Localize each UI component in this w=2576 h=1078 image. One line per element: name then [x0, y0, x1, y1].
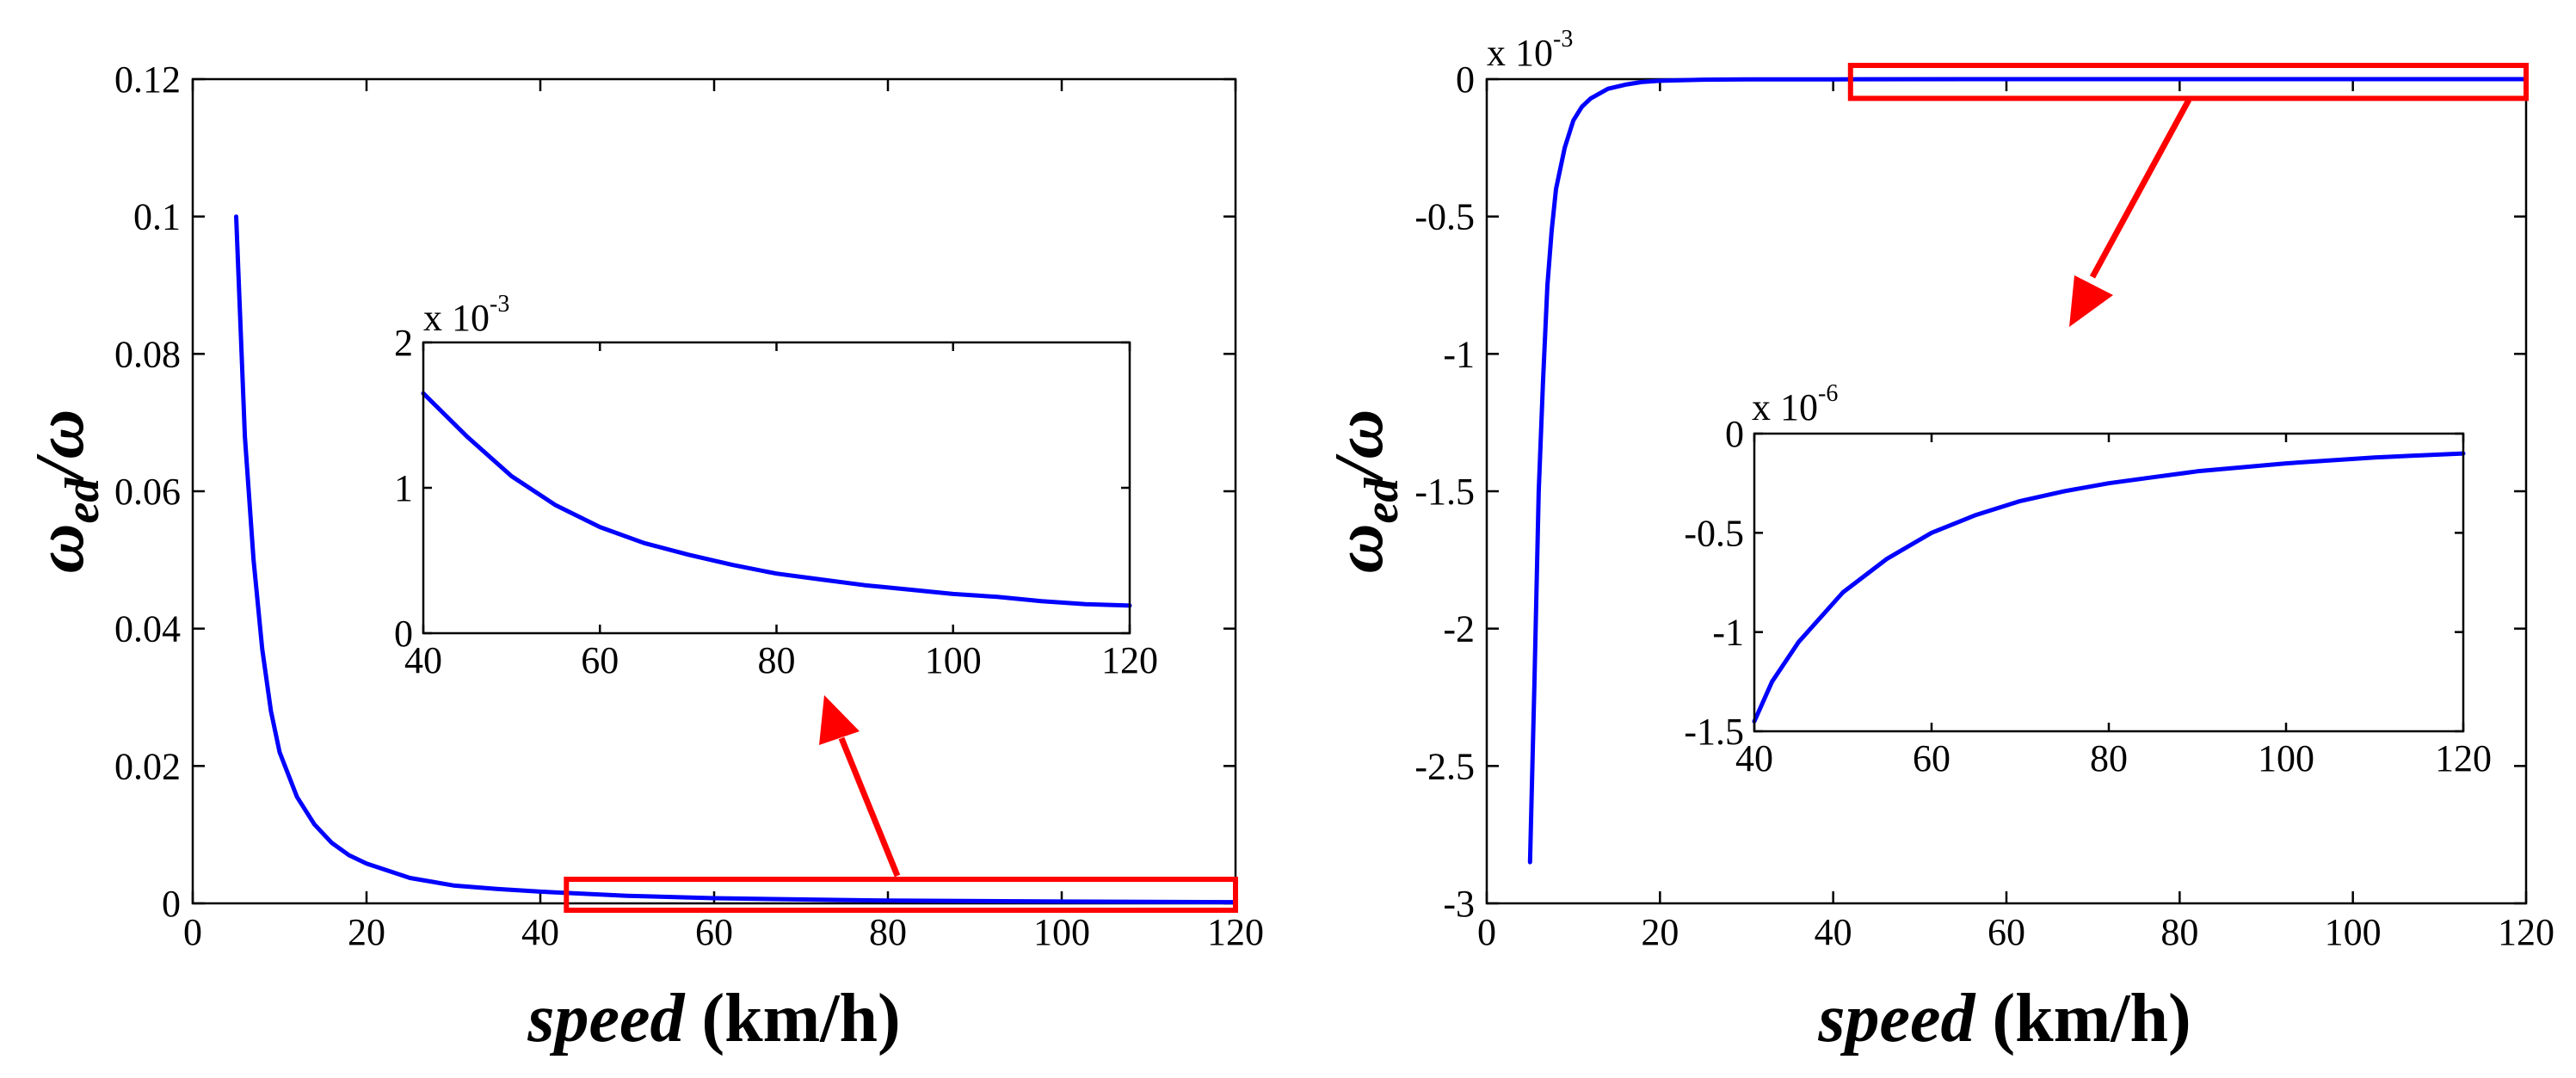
right-inset-exponent: x 10-6 — [1752, 380, 1838, 428]
left-y-tick-label: 0.12 — [114, 59, 181, 101]
right-inset-y-tick-label: 0 — [1725, 413, 1744, 455]
left-x-tick-label: 100 — [1033, 911, 1090, 953]
right-y-tick-label: -2.5 — [1414, 745, 1475, 787]
left-pointer-arrow — [819, 695, 901, 878]
left-inset-x-tick-label: 80 — [758, 639, 796, 681]
left-x-axis-label: speed (km/h) — [527, 981, 900, 1056]
right-inset-x-tick-label: 60 — [1913, 737, 1950, 779]
left-inset-line — [421, 391, 1132, 608]
left-y-tick-label: 0 — [162, 883, 181, 925]
left-inset-exponent: x 10-3 — [423, 291, 509, 339]
left-highlight-box — [564, 877, 1238, 913]
left-inset-series — [421, 391, 1132, 608]
right-y-tick-label: -3 — [1443, 883, 1475, 925]
left-y-tick-label: 0.1 — [133, 196, 181, 238]
right-inset-tick-labels: 40 60 80 100 120 -1.5 -1 -0.5 0 — [1684, 413, 2492, 779]
right-line — [1527, 77, 2529, 865]
right-inset-y-tick-label: -1.5 — [1684, 711, 1744, 753]
left-x-tick-label: 0 — [183, 911, 202, 953]
right-y-axis-label: ωed/ω — [1322, 410, 1408, 574]
left-y-tick-label: 0.04 — [114, 608, 181, 650]
left-x-tick-label: 120 — [1207, 911, 1264, 953]
right-x-axis-label: speed (km/h) — [1817, 981, 2191, 1056]
left-inset-y-tick-label: 0 — [394, 613, 413, 655]
left-line — [234, 214, 1238, 905]
right-inset-x-tick-label: 120 — [2435, 737, 2492, 779]
right-y-tick-label: -2 — [1443, 608, 1475, 650]
right-y-tick-label: -1 — [1443, 333, 1475, 375]
left-inset-tick-labels: 40 60 80 100 120 0 1 2 — [394, 322, 1158, 681]
right-inset-y-tick-label: -0.5 — [1684, 512, 1744, 554]
right-inset-x-tick-label: 80 — [2090, 737, 2128, 779]
left-inset: 40 60 80 100 120 0 1 2 x 10-3 — [394, 291, 1158, 681]
left-inset-x-tick-label: 100 — [925, 639, 982, 681]
left-inset-x-tick-label: 60 — [581, 639, 619, 681]
right-pointer-arrow — [2069, 98, 2192, 327]
right-axis-exponent: x 10-3 — [1487, 26, 1573, 74]
right-x-tick-label: 0 — [1477, 911, 1496, 953]
right-inset-line — [1752, 451, 2466, 724]
left-inset-x-tick-label: 40 — [404, 639, 442, 681]
right-x-tick-label: 20 — [1641, 911, 1679, 953]
left-arrow-shaft — [838, 736, 901, 878]
left-y-tick-label: 0.06 — [114, 471, 181, 513]
left-y-tick-label: 0.08 — [114, 333, 181, 375]
right-inset-bg — [1754, 434, 2463, 731]
left-chart: 0 20 40 60 80 100 12000.020.040.060.080.10.12 … — [22, 59, 1264, 1056]
right-inset-series — [1752, 451, 2466, 724]
left-inset-bg — [423, 342, 1130, 633]
left-inset-y-tick-label: 2 — [394, 322, 413, 364]
right-y-tick-label: -0.5 — [1414, 196, 1475, 238]
right-chart: 0 20 40 60 80 100 120 -3 -2.5 -2 -1.5 -1 -0.5 0 x 10-… — [1322, 26, 2554, 1056]
left-inset-x-tick-label: 120 — [1101, 639, 1158, 681]
right-highlight-box — [1847, 63, 2530, 102]
left-inset-ticks — [422, 341, 1131, 635]
right-series — [1527, 77, 2529, 865]
right-x-tick-label: 60 — [1987, 911, 2025, 953]
right-inset-ticks — [1753, 432, 2465, 733]
left-arrow-head — [819, 695, 860, 745]
right-x-tick-label: 80 — [2160, 911, 2198, 953]
left-x-tick-label: 40 — [521, 911, 559, 953]
left-inset-y-tick-label: 1 — [394, 467, 413, 509]
right-arrow-head — [2069, 275, 2113, 327]
left-x-tick-label: 80 — [869, 911, 907, 953]
left-series — [234, 214, 1238, 905]
right-inset-x-tick-label: 40 — [1735, 737, 1773, 779]
right-tick-labels: 0 20 40 60 80 100 120 -3 -2.5 -2 -1.5 -1 -0.5 0 — [1414, 59, 2554, 953]
right-x-tick-label: 100 — [2325, 911, 2382, 953]
right-inset-x-tick-label: 100 — [2258, 737, 2314, 779]
right-y-tick-label: 0 — [1456, 59, 1475, 101]
right-x-tick-label: 40 — [1815, 911, 1852, 953]
left-y-tick-label: 0.02 — [114, 745, 181, 787]
left-x-tick-label: 20 — [348, 911, 385, 953]
right-y-tick-label: -1.5 — [1414, 471, 1475, 513]
right-inset-y-tick-label: -1 — [1712, 612, 1744, 654]
right-inset: 40 60 80 100 120 -1.5 -1 -0.5 0 x 10-6 — [1684, 380, 2492, 779]
left-y-axis-label: ωed/ω — [22, 410, 109, 574]
right-x-tick-label: 120 — [2498, 911, 2554, 953]
right-arrow-shaft — [2089, 98, 2192, 279]
left-x-tick-label: 60 — [695, 911, 733, 953]
